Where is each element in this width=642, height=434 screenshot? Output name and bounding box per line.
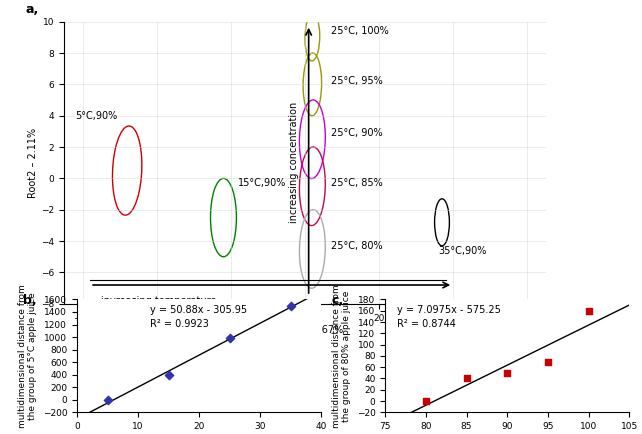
Point <box>163 372 173 379</box>
Text: R² = 0.9923: R² = 0.9923 <box>150 319 209 329</box>
Text: 25°C, 90%: 25°C, 90% <box>331 128 383 138</box>
Text: 25°C, 85%: 25°C, 85% <box>331 178 383 188</box>
Point <box>225 334 235 341</box>
Text: 35°C,90%: 35°C,90% <box>438 246 487 256</box>
Text: 25°C, 100%: 25°C, 100% <box>331 26 388 36</box>
Y-axis label: multidimensional distance from
the group of 80% apple juice: multidimensional distance from the group… <box>332 284 351 428</box>
Point <box>421 398 431 404</box>
X-axis label: Root1 – 97.67%: Root1 – 97.67% <box>267 326 343 335</box>
Point <box>542 358 553 365</box>
Point <box>584 307 594 314</box>
Point <box>502 369 512 376</box>
Text: 15°C,90%: 15°C,90% <box>238 178 287 188</box>
Text: invreasing temperature: invreasing temperature <box>101 296 216 306</box>
Point <box>285 303 295 310</box>
Y-axis label: Root2 – 2.11%: Root2 – 2.11% <box>28 128 39 198</box>
Text: 5°C,90%: 5°C,90% <box>75 111 117 121</box>
Text: y = 50.88x - 305.95: y = 50.88x - 305.95 <box>150 305 247 315</box>
Point <box>102 396 113 403</box>
Text: b,: b, <box>23 294 37 307</box>
Text: 25°C, 95%: 25°C, 95% <box>331 76 383 86</box>
Text: a,: a, <box>26 3 39 16</box>
Text: 25°C, 80%: 25°C, 80% <box>331 241 383 251</box>
Text: increasing concentration: increasing concentration <box>290 102 299 224</box>
Text: R² = 0.8744: R² = 0.8744 <box>397 319 456 329</box>
Point <box>462 375 472 382</box>
Text: c,: c, <box>331 294 343 307</box>
Y-axis label: multidimensional distance from
the group of 5°C apple juice: multidimensional distance from the group… <box>18 284 37 428</box>
Text: y = 7.0975x - 575.25: y = 7.0975x - 575.25 <box>397 305 501 315</box>
